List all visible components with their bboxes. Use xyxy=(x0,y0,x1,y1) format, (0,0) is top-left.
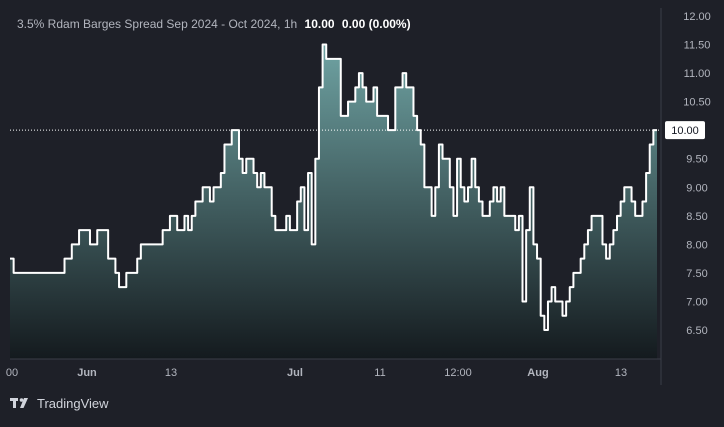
symbol-title: 3.5% Rdam Barges Spread Sep 2024 - Oct 2… xyxy=(17,17,298,31)
tradingview-logo-icon xyxy=(10,397,28,408)
x-tick-label: 00 xyxy=(6,367,18,379)
series-area xyxy=(10,44,657,360)
y-tick-label: 7.00 xyxy=(686,296,707,308)
x-tick-label: 11 xyxy=(374,367,385,379)
y-tick-label: 9.00 xyxy=(686,182,707,194)
time-axis[interactable]: 00 Jun 13 Jul 11 12:00 Aug 13 xyxy=(6,367,627,379)
x-tick-label: 13 xyxy=(165,367,177,379)
branding-name: TradingView xyxy=(37,396,109,411)
change-readout: 0.00 (0.00%) xyxy=(341,17,411,31)
y-tick-label: 9.50 xyxy=(686,154,707,166)
x-tick-label: Aug xyxy=(527,367,548,379)
x-tick-label: Jun xyxy=(77,367,97,379)
last-price-label-background xyxy=(665,121,705,140)
last-price-label: 10.00 xyxy=(671,125,699,137)
y-tick-label: 8.50 xyxy=(686,211,707,223)
y-tick-label: 11.00 xyxy=(684,68,711,80)
y-tick-label: 8.00 xyxy=(686,239,707,251)
y-tick-label: 12.00 xyxy=(683,11,711,23)
y-tick-label: 7.50 xyxy=(686,268,707,280)
series-line[interactable] xyxy=(10,43,657,331)
chart-legend: 3.5% Rdam Barges Spread Sep 2024 - Oct 2… xyxy=(17,17,411,31)
price-axis-background xyxy=(661,8,724,385)
tradingview-branding[interactable]: TradingView xyxy=(10,396,109,411)
y-tick-label: 11.50 xyxy=(684,40,711,52)
x-tick-label: 12:00 xyxy=(444,367,472,379)
last-value-readout: 10.00 xyxy=(304,17,335,31)
y-tick-label: 10.50 xyxy=(683,97,711,109)
x-tick-label: 13 xyxy=(615,367,627,379)
y-tick-label: 6.50 xyxy=(686,325,707,337)
x-tick-label: Jul xyxy=(287,367,303,379)
price-axis[interactable]: 6.50 7.00 7.50 8.00 8.50 9.00 9.50 10.50 11.00 11… xyxy=(683,11,711,337)
